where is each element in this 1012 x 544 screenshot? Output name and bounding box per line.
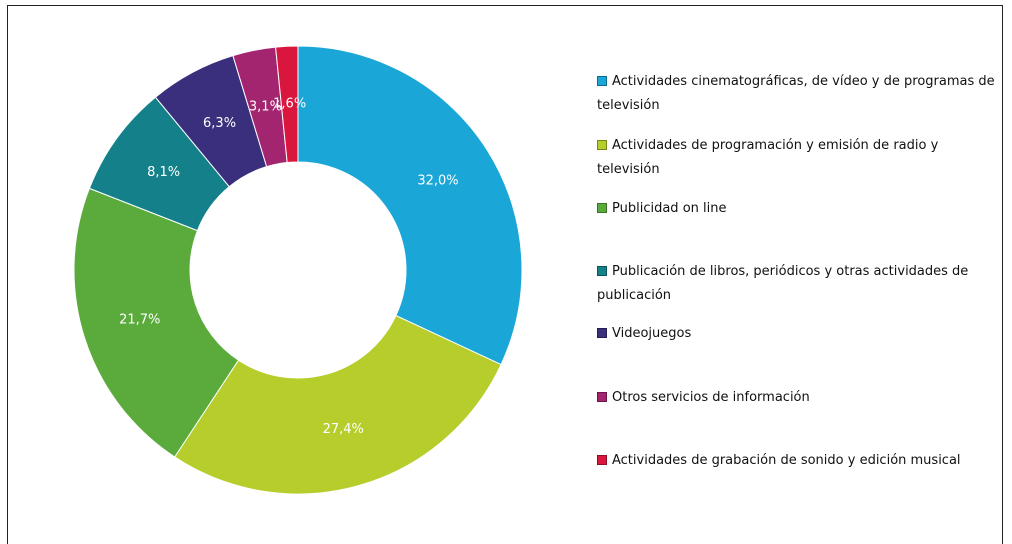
donut-segment — [275, 45, 299, 164]
legend-swatch — [597, 140, 607, 150]
donut-segment — [73, 187, 240, 458]
data-label: 32,0% — [417, 173, 458, 188]
data-label: 6,3% — [203, 116, 236, 131]
legend-item: Actividades de grabación de sonido y edi… — [597, 449, 1002, 473]
legend-label: Actividades cinematográficas, de vídeo y… — [597, 74, 995, 113]
donut-segment — [297, 45, 523, 366]
frame — [7, 5, 1003, 544]
legend-item: Videojuegos — [597, 322, 1002, 346]
data-label: 21,7% — [119, 313, 160, 328]
legend-label: Actividades de grabación de sonido y edi… — [612, 453, 961, 468]
legend-swatch — [597, 266, 607, 276]
data-label: 3,1% — [249, 100, 282, 115]
legend-label: Publicación de libros, periódicos y otra… — [597, 264, 969, 303]
legend-swatch — [597, 76, 607, 86]
donut-segment — [173, 314, 502, 495]
legend-item: Actividades cinematográficas, de vídeo y… — [597, 70, 1002, 118]
data-label: 27,4% — [323, 422, 364, 437]
legend-label: Otros servicios de información — [612, 390, 810, 405]
data-label: 1,6% — [273, 97, 306, 112]
legend-label: Videojuegos — [612, 326, 692, 341]
legend-item: Otros servicios de información — [597, 386, 1002, 410]
legend-swatch — [597, 203, 607, 213]
legend-item: Actividades de programación y emisión de… — [597, 134, 1002, 182]
legend-label: Actividades de programación y emisión de… — [597, 138, 939, 177]
legend-item: Publicación de libros, periódicos y otra… — [597, 260, 1002, 308]
legend-item: Publicidad on line — [597, 197, 1002, 221]
legend-swatch — [597, 328, 607, 338]
legend-swatch — [597, 455, 607, 465]
legend-label: Publicidad on line — [612, 201, 727, 216]
data-label: 8,1% — [147, 165, 180, 180]
legend-swatch — [597, 392, 607, 402]
